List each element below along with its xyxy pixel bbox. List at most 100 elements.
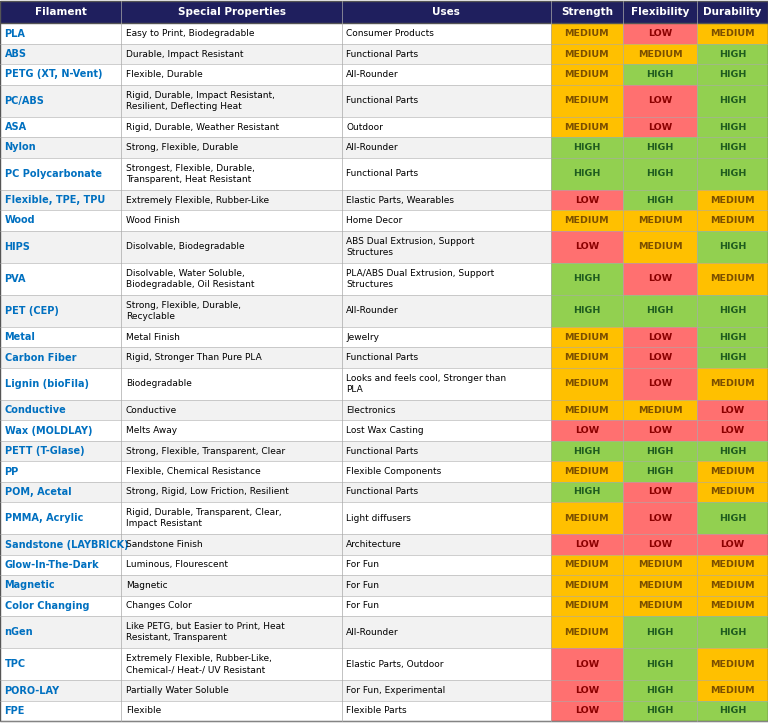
- Text: Metal: Metal: [5, 332, 35, 342]
- Text: For Fun: For Fun: [346, 581, 379, 590]
- Bar: [697, 462, 768, 482]
- Text: MEDIUM: MEDIUM: [564, 123, 609, 132]
- Text: ABS: ABS: [5, 49, 27, 59]
- Text: MEDIUM: MEDIUM: [564, 601, 609, 611]
- Bar: [623, 137, 697, 158]
- Bar: [0, 462, 768, 482]
- Text: Filament: Filament: [35, 7, 87, 17]
- Bar: [697, 368, 768, 400]
- Text: HIGH: HIGH: [719, 307, 746, 316]
- Text: MEDIUM: MEDIUM: [710, 467, 755, 476]
- Text: Strong, Flexible, Transparent, Clear: Strong, Flexible, Transparent, Clear: [126, 446, 285, 456]
- Text: MEDIUM: MEDIUM: [710, 29, 755, 38]
- Text: MEDIUM: MEDIUM: [710, 196, 755, 204]
- Text: LOW: LOW: [648, 29, 672, 38]
- Text: LOW: LOW: [648, 353, 672, 362]
- Bar: [697, 420, 768, 441]
- Text: MEDIUM: MEDIUM: [564, 514, 609, 523]
- Bar: [623, 117, 697, 137]
- Text: Electronics: Electronics: [346, 406, 396, 414]
- Text: MEDIUM: MEDIUM: [710, 379, 755, 388]
- Bar: [697, 441, 768, 462]
- Text: MEDIUM: MEDIUM: [564, 627, 609, 637]
- Text: For Fun: For Fun: [346, 601, 379, 611]
- Text: PP: PP: [5, 467, 19, 476]
- Text: LOW: LOW: [648, 426, 672, 435]
- Bar: [0, 23, 768, 44]
- Text: Elastic Parts, Wearables: Elastic Parts, Wearables: [346, 196, 455, 204]
- Text: PMMA, Acrylic: PMMA, Acrylic: [5, 513, 83, 523]
- Text: HIGH: HIGH: [647, 143, 674, 152]
- Text: Extremely Flexible, Rubber-Like: Extremely Flexible, Rubber-Like: [126, 196, 269, 204]
- Text: MEDIUM: MEDIUM: [637, 216, 683, 225]
- Text: Functional Parts: Functional Parts: [346, 446, 419, 456]
- Text: MEDIUM: MEDIUM: [564, 216, 609, 225]
- Text: Special Properties: Special Properties: [177, 7, 286, 17]
- Text: MEDIUM: MEDIUM: [710, 601, 755, 611]
- Bar: [551, 117, 623, 137]
- Bar: [623, 230, 697, 262]
- Bar: [623, 595, 697, 616]
- Text: Lost Wax Casting: Lost Wax Casting: [346, 426, 424, 435]
- Bar: [623, 158, 697, 190]
- Text: Strong, Flexible, Durable: Strong, Flexible, Durable: [126, 143, 238, 152]
- Bar: [623, 190, 697, 210]
- Bar: [697, 534, 768, 555]
- Text: HIGH: HIGH: [573, 307, 601, 316]
- Text: LOW: LOW: [574, 426, 599, 435]
- Bar: [697, 502, 768, 534]
- Bar: [551, 327, 623, 348]
- Text: HIGH: HIGH: [719, 242, 746, 252]
- Text: Glow-In-The-Dark: Glow-In-The-Dark: [5, 560, 99, 570]
- Text: HIGH: HIGH: [573, 169, 601, 178]
- Bar: [0, 117, 768, 137]
- Text: Rigid, Stronger Than Pure PLA: Rigid, Stronger Than Pure PLA: [126, 353, 262, 362]
- Text: Flexible, TPE, TPU: Flexible, TPE, TPU: [5, 195, 105, 205]
- Bar: [697, 348, 768, 368]
- Bar: [0, 648, 768, 680]
- Text: All-Rounder: All-Rounder: [346, 70, 399, 79]
- Text: MEDIUM: MEDIUM: [637, 581, 683, 590]
- Bar: [551, 190, 623, 210]
- Bar: [697, 400, 768, 420]
- Text: MEDIUM: MEDIUM: [564, 581, 609, 590]
- Bar: [623, 575, 697, 595]
- Bar: [0, 555, 768, 575]
- Bar: [697, 648, 768, 680]
- Text: HIGH: HIGH: [719, 627, 746, 637]
- Bar: [551, 295, 623, 327]
- Bar: [623, 44, 697, 64]
- Bar: [697, 575, 768, 595]
- Text: LOW: LOW: [648, 488, 672, 497]
- Text: PC/ABS: PC/ABS: [5, 96, 45, 105]
- Bar: [551, 648, 623, 680]
- Bar: [697, 555, 768, 575]
- Text: MEDIUM: MEDIUM: [564, 70, 609, 79]
- Text: HIGH: HIGH: [573, 143, 601, 152]
- Bar: [623, 400, 697, 420]
- Text: LOW: LOW: [648, 333, 672, 342]
- Bar: [623, 441, 697, 462]
- Text: PLA: PLA: [5, 28, 25, 39]
- Text: All-Rounder: All-Rounder: [346, 143, 399, 152]
- Text: HIGH: HIGH: [647, 169, 674, 178]
- Bar: [0, 502, 768, 534]
- Text: PET (CEP): PET (CEP): [5, 306, 58, 316]
- Text: HIGH: HIGH: [573, 488, 601, 497]
- Text: MEDIUM: MEDIUM: [710, 561, 755, 569]
- Text: Architecture: Architecture: [346, 540, 402, 549]
- Text: MEDIUM: MEDIUM: [564, 379, 609, 388]
- Bar: [623, 701, 697, 721]
- Text: Flexible: Flexible: [126, 707, 161, 715]
- Bar: [697, 158, 768, 190]
- Bar: [551, 575, 623, 595]
- Bar: [0, 295, 768, 327]
- Text: LOW: LOW: [648, 540, 672, 549]
- Text: MEDIUM: MEDIUM: [710, 274, 755, 284]
- Bar: [623, 482, 697, 502]
- Text: Color Changing: Color Changing: [5, 601, 89, 611]
- Text: Strongest, Flexible, Durable,
Transparent, Heat Resistant: Strongest, Flexible, Durable, Transparen…: [126, 164, 255, 184]
- Bar: [0, 400, 768, 420]
- Text: ASA: ASA: [5, 122, 27, 132]
- Bar: [551, 400, 623, 420]
